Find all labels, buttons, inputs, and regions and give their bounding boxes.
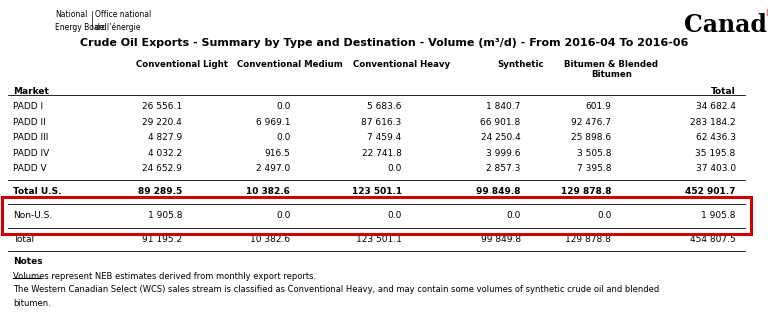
Text: 0.0: 0.0 bbox=[276, 133, 290, 142]
Text: 129 878.8: 129 878.8 bbox=[561, 187, 611, 196]
Text: 0.0: 0.0 bbox=[506, 210, 521, 219]
Text: Total: Total bbox=[13, 234, 35, 244]
Text: Total U.S.: Total U.S. bbox=[13, 187, 61, 196]
Text: 2 857.3: 2 857.3 bbox=[486, 164, 521, 173]
Text: 4 827.9: 4 827.9 bbox=[147, 133, 182, 142]
Text: Conventional Heavy: Conventional Heavy bbox=[353, 60, 450, 69]
Text: 37 403.0: 37 403.0 bbox=[696, 164, 736, 173]
Text: 0.0: 0.0 bbox=[597, 210, 611, 219]
Text: 0.0: 0.0 bbox=[387, 210, 402, 219]
Text: 10 382.6: 10 382.6 bbox=[250, 234, 290, 244]
Text: Volumes represent NEB estimates derived from monthly export reports.: Volumes represent NEB estimates derived … bbox=[13, 272, 316, 281]
Text: 0.0: 0.0 bbox=[276, 102, 290, 111]
Text: PADD I: PADD I bbox=[13, 102, 43, 111]
Text: 29 220.4: 29 220.4 bbox=[142, 118, 182, 127]
Text: 66 901.8: 66 901.8 bbox=[481, 118, 521, 127]
Text: 7 395.8: 7 395.8 bbox=[577, 164, 611, 173]
Text: National
Energy Board: National Energy Board bbox=[55, 10, 107, 31]
Text: 2 497.0: 2 497.0 bbox=[256, 164, 290, 173]
Text: ⁱ: ⁱ bbox=[766, 13, 768, 23]
Text: 22 741.8: 22 741.8 bbox=[362, 148, 402, 157]
Text: Office national
de l’énergie: Office national de l’énergie bbox=[95, 10, 151, 32]
Text: 123 501.1: 123 501.1 bbox=[356, 234, 402, 244]
Text: 35 195.8: 35 195.8 bbox=[696, 148, 736, 157]
Text: 3 999.6: 3 999.6 bbox=[486, 148, 521, 157]
Text: 87 616.3: 87 616.3 bbox=[362, 118, 402, 127]
Text: 7 459.4: 7 459.4 bbox=[367, 133, 402, 142]
Text: PADD V: PADD V bbox=[13, 164, 47, 173]
Text: 129 878.8: 129 878.8 bbox=[565, 234, 611, 244]
Text: 10 382.6: 10 382.6 bbox=[247, 187, 290, 196]
Text: Non-U.S.: Non-U.S. bbox=[13, 210, 52, 219]
Text: 26 556.1: 26 556.1 bbox=[142, 102, 182, 111]
Text: 34 682.4: 34 682.4 bbox=[696, 102, 736, 111]
Text: PADD II: PADD II bbox=[13, 118, 46, 127]
Text: 99 849.8: 99 849.8 bbox=[481, 234, 521, 244]
Text: PADD IV: PADD IV bbox=[13, 148, 49, 157]
Text: 89 289.5: 89 289.5 bbox=[137, 187, 182, 196]
Text: The Western Canadian Select (WCS) sales stream is classified as Conventional Hea: The Western Canadian Select (WCS) sales … bbox=[13, 285, 659, 294]
Text: Conventional Light: Conventional Light bbox=[136, 60, 228, 69]
Text: Crude Oil Exports - Summary by Type and Destination - Volume (m³/d) - From 2016-: Crude Oil Exports - Summary by Type and … bbox=[80, 38, 688, 48]
Text: 0.0: 0.0 bbox=[276, 210, 290, 219]
Text: 0.0: 0.0 bbox=[387, 164, 402, 173]
Text: 24 652.9: 24 652.9 bbox=[142, 164, 182, 173]
Text: 283 184.2: 283 184.2 bbox=[690, 118, 736, 127]
Text: 452 901.7: 452 901.7 bbox=[685, 187, 736, 196]
Text: Canad: Canad bbox=[684, 13, 766, 37]
Text: 4 032.2: 4 032.2 bbox=[148, 148, 182, 157]
Text: 24 250.4: 24 250.4 bbox=[481, 133, 521, 142]
Text: 1 840.7: 1 840.7 bbox=[486, 102, 521, 111]
Text: 601.9: 601.9 bbox=[585, 102, 611, 111]
Text: 1 905.8: 1 905.8 bbox=[701, 210, 736, 219]
Text: 91 195.2: 91 195.2 bbox=[142, 234, 182, 244]
Text: 92 476.7: 92 476.7 bbox=[571, 118, 611, 127]
Text: PADD III: PADD III bbox=[13, 133, 48, 142]
Text: Conventional Medium: Conventional Medium bbox=[237, 60, 343, 69]
Text: ‖: ‖ bbox=[765, 9, 768, 16]
Text: 123 501.1: 123 501.1 bbox=[352, 187, 402, 196]
Text: bitumen.: bitumen. bbox=[13, 299, 51, 308]
Text: 25 898.6: 25 898.6 bbox=[571, 133, 611, 142]
Text: 916.5: 916.5 bbox=[264, 148, 290, 157]
Text: 1 905.8: 1 905.8 bbox=[147, 210, 182, 219]
Text: 3 505.8: 3 505.8 bbox=[577, 148, 611, 157]
Text: 62 436.3: 62 436.3 bbox=[696, 133, 736, 142]
Text: Bitumen & Blended
Bitumen: Bitumen & Blended Bitumen bbox=[564, 60, 658, 79]
Text: 6 969.1: 6 969.1 bbox=[256, 118, 290, 127]
Text: Market: Market bbox=[13, 87, 49, 96]
Text: Total: Total bbox=[711, 87, 736, 96]
Text: 454 807.5: 454 807.5 bbox=[690, 234, 736, 244]
Text: Notes: Notes bbox=[13, 258, 43, 267]
Text: 99 849.8: 99 849.8 bbox=[476, 187, 521, 196]
Text: Synthetic: Synthetic bbox=[498, 60, 544, 69]
Text: 5 683.6: 5 683.6 bbox=[367, 102, 402, 111]
